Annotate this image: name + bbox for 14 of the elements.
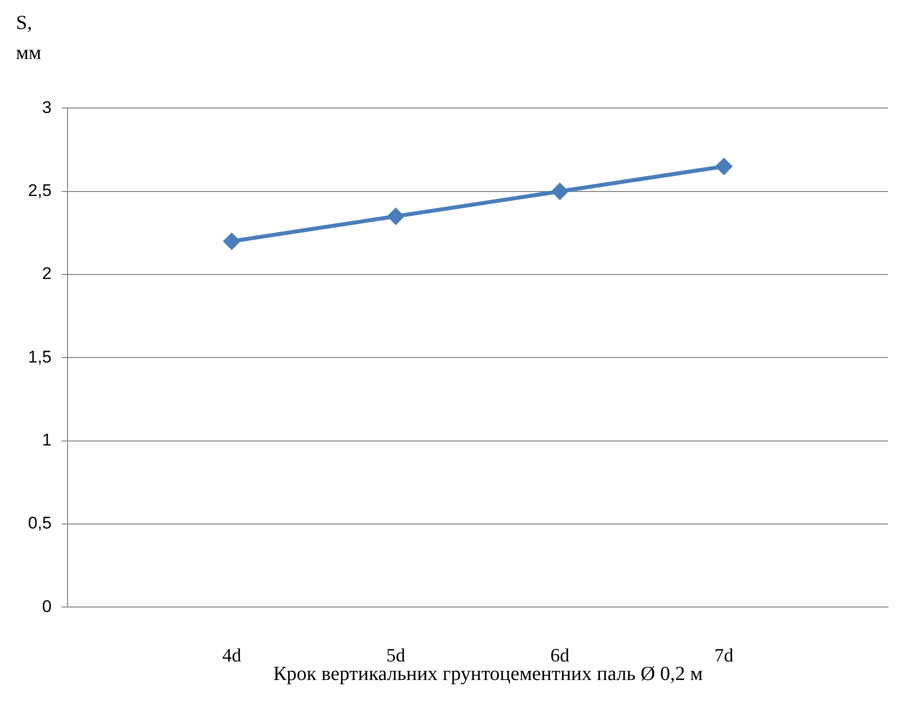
y-axis-title: S, мм — [16, 11, 42, 66]
point — [552, 183, 568, 200]
y-tick-label: 1 — [42, 430, 52, 450]
point — [716, 158, 732, 174]
x-tick-label: 4d — [222, 646, 242, 667]
y-tick-label: 2 — [42, 264, 52, 284]
point — [388, 208, 404, 224]
point — [224, 233, 240, 250]
x-tick-label: 7d — [714, 646, 734, 667]
y-tick-label: 2,5 — [28, 181, 52, 200]
y-tick-label: 0 — [42, 596, 52, 616]
y-tick-label: 0,5 — [28, 514, 52, 533]
y-tick-label: 3 — [42, 98, 52, 117]
y-tick-label: 1,5 — [28, 347, 52, 366]
